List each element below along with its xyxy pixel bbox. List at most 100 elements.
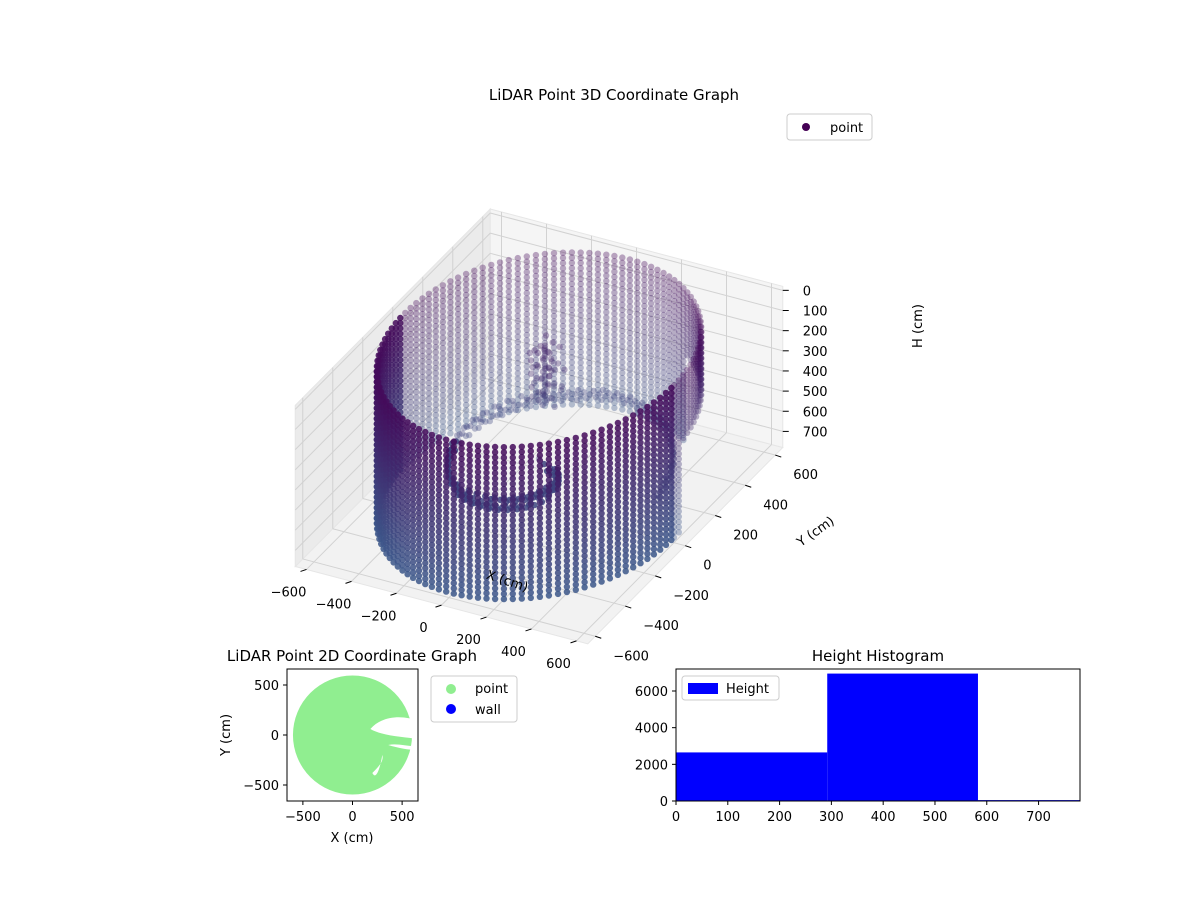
lidar-point: [690, 303, 697, 310]
lidar-point: [548, 367, 555, 374]
lidar-point: [402, 356, 409, 364]
lidar-point: [594, 302, 602, 310]
lidar-point: [546, 373, 553, 380]
lidar-point: [665, 320, 673, 327]
lidar-point: [479, 264, 486, 271]
lidar-point: [483, 469, 490, 476]
lidar-point: [619, 338, 626, 345]
lidar-point: [422, 481, 429, 488]
lidar-point: [611, 368, 618, 375]
lidar-point: [496, 379, 504, 387]
lidar-point: [590, 508, 597, 515]
lidar-point: [554, 470, 562, 477]
lidar-point: [671, 313, 678, 320]
lidar-point: [399, 551, 406, 558]
lidar-point: [428, 463, 436, 470]
lidar-point: [462, 349, 470, 356]
lidar-point: [545, 592, 553, 599]
lidar-point: [572, 487, 579, 494]
lidar-point: [572, 455, 579, 462]
lidar-point: [518, 448, 525, 456]
lidar-point: [577, 390, 584, 398]
lidar-point: [419, 394, 426, 402]
lidar-point: [644, 450, 651, 458]
lidar-point: [668, 395, 675, 402]
lidar-point: [614, 456, 622, 463]
lidar-point: [447, 314, 454, 322]
y-tick-label-3d: 200: [733, 528, 758, 543]
lidar-point: [500, 480, 508, 488]
lidar-point: [644, 498, 651, 505]
lidar-point: [641, 350, 648, 357]
lidar-point: [483, 553, 490, 560]
lidar-point: [698, 339, 705, 346]
y-tick-3d: [715, 515, 722, 518]
lidar-point: [637, 476, 644, 483]
lidar-point: [404, 445, 411, 452]
lidar-point: [428, 437, 436, 444]
lidar-point: [680, 305, 687, 313]
lidar-point: [554, 475, 562, 482]
lidar-point: [683, 387, 691, 395]
lidar-point: [590, 534, 597, 541]
lidar-point: [536, 452, 544, 459]
lidar-point: [696, 371, 703, 378]
lidar-point: [541, 355, 549, 362]
lidar-point: [626, 272, 634, 279]
lidar-point: [598, 499, 605, 507]
lidar-point: [502, 406, 509, 413]
lidar-point: [380, 393, 387, 401]
lidar-point: [536, 567, 544, 574]
lidar-point: [454, 337, 462, 344]
lidar-point: [462, 407, 470, 414]
lidar-point: [675, 380, 683, 387]
lidar-point: [428, 536, 436, 543]
lidar-point: [527, 510, 534, 518]
chart-3d-title: LiDAR Point 3D Coordinate Graph: [489, 86, 739, 104]
lidar-point: [491, 517, 499, 524]
lidar-point: [657, 515, 664, 522]
lidar-point: [668, 416, 675, 423]
lidar-point: [554, 590, 562, 598]
lidar-point: [687, 314, 694, 322]
lidar-point: [683, 413, 691, 421]
lidar-point: [606, 554, 614, 561]
lidar-point: [462, 323, 470, 330]
lidar-point: [611, 326, 618, 333]
lidar-point: [605, 389, 612, 397]
lidar-point: [491, 464, 499, 472]
lidar-point: [483, 558, 490, 565]
lidar-point: [415, 551, 423, 558]
lidar-point: [680, 387, 687, 395]
lidar-point: [532, 382, 540, 390]
lidar-point: [680, 431, 687, 439]
lidar-point: [534, 392, 541, 400]
chart-3d: LiDAR Point 3D Coordinate Graph −600−400…: [271, 86, 926, 672]
lidar-point: [614, 435, 622, 442]
lidar-point: [641, 276, 648, 283]
lidar-point: [581, 495, 588, 502]
lidar-point: [665, 283, 673, 291]
lidar-point: [657, 394, 664, 401]
lidar-point: [590, 523, 597, 531]
lidar-point: [509, 491, 516, 498]
lidar-point: [518, 485, 525, 492]
lidar-point: [462, 412, 470, 419]
lidar-point: [404, 455, 411, 463]
lidar-point: [577, 275, 584, 282]
lidar-point: [471, 314, 478, 322]
lidar-point: [622, 552, 629, 559]
lidar-point: [647, 316, 655, 323]
lidar-point: [514, 291, 521, 298]
lidar-point: [594, 355, 602, 362]
lidar-point: [536, 593, 544, 600]
lidar-point: [697, 397, 704, 404]
lidar-point: [483, 527, 490, 534]
lidar-point: [614, 524, 622, 531]
lidar-point: [491, 548, 499, 555]
lidar-point: [535, 389, 542, 396]
lidar-point: [611, 320, 618, 328]
point-cloud: [373, 249, 705, 603]
lidar-point: [662, 489, 670, 496]
lidar-point: [413, 352, 420, 359]
